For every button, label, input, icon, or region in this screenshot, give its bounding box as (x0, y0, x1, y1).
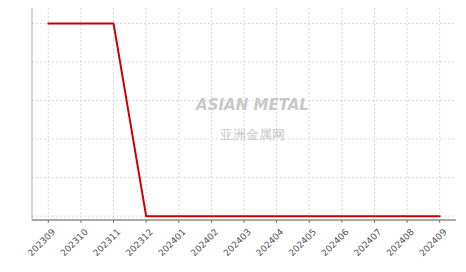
series (48, 23, 439, 216)
x-tick (146, 220, 147, 223)
axes: 2023092023102023112023122024012024022024… (26, 8, 456, 258)
x-grid-line (48, 8, 49, 220)
x-tick (113, 220, 114, 223)
watermark: ASIAN METAL (195, 96, 309, 114)
x-tick (244, 220, 245, 223)
x-tick-label: 202310 (59, 227, 91, 259)
x-grid-line (407, 8, 408, 220)
x-tick-label: 202402 (189, 227, 220, 258)
x-tick (341, 220, 342, 223)
x-grid-line (178, 8, 179, 220)
x-tick-label: 202312 (124, 227, 155, 258)
x-grid-line (439, 8, 440, 220)
x-grid-line (80, 8, 81, 220)
x-tick (374, 220, 375, 223)
watermark: 亚洲金属网 (220, 127, 285, 142)
x-tick (48, 220, 49, 223)
x-tick-label: 202311 (91, 227, 122, 258)
x-grid-line (374, 8, 375, 220)
x-tick (309, 220, 310, 223)
x-tick-label: 202404 (254, 227, 286, 259)
x-tick-label: 202408 (385, 227, 417, 259)
grid (32, 8, 456, 220)
x-tick-label: 202406 (319, 227, 351, 259)
line (48, 23, 439, 216)
x-tick (407, 220, 408, 223)
x-tick-label: 202401 (156, 227, 187, 258)
x-tick-label: 202405 (287, 227, 318, 258)
x-grid-line (341, 8, 342, 220)
x-tick (439, 220, 440, 223)
x-tick (211, 220, 212, 223)
x-tick-label: 202407 (352, 227, 383, 258)
x-tick (276, 220, 277, 223)
x-grid-line (113, 8, 114, 220)
x-tick-label: 202403 (222, 227, 253, 258)
chart: ASIAN METAL亚洲金属网202309202310202311202312… (0, 0, 466, 272)
x-tick-label: 202409 (417, 227, 449, 259)
x-tick-label: 202309 (26, 227, 58, 259)
x-grid-line (146, 8, 147, 220)
x-tick (178, 220, 179, 223)
x-tick (80, 220, 81, 223)
y-axis-line (32, 8, 33, 220)
